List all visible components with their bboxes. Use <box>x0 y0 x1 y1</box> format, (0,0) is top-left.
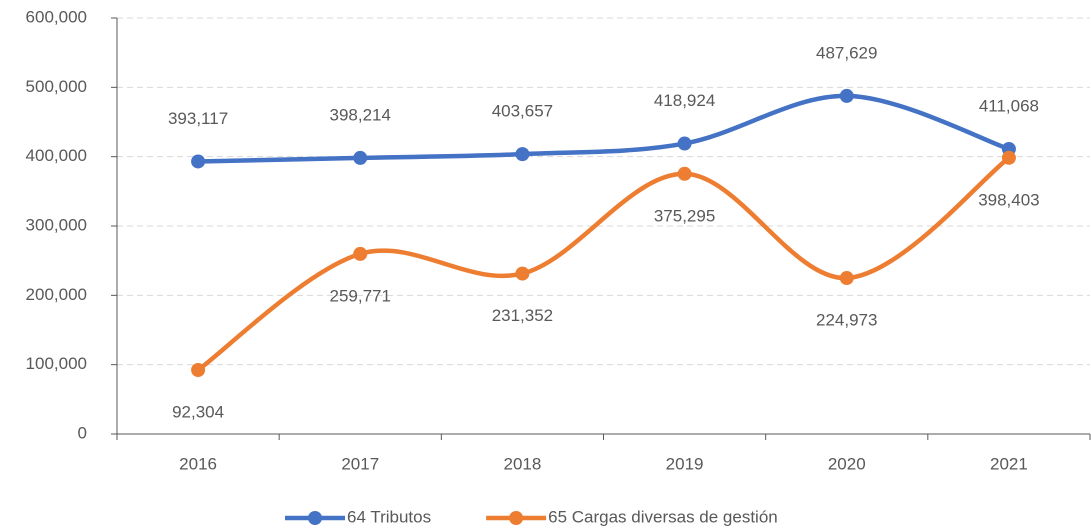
data-point <box>353 246 368 261</box>
y-tick-label: 400,000 <box>26 146 87 165</box>
x-tick-label: 2017 <box>341 454 379 473</box>
data-label: 411,068 <box>979 96 1039 115</box>
data-point <box>191 363 206 378</box>
data-point <box>1001 150 1016 165</box>
x-tick-label: 2019 <box>666 454 704 473</box>
data-label: 398,403 <box>978 190 1039 209</box>
data-point <box>191 154 206 169</box>
data-label: 403,657 <box>492 102 553 121</box>
data-point <box>677 166 692 181</box>
data-point <box>353 150 368 165</box>
legend-label: 64 Tributos <box>347 507 431 526</box>
data-label: 224,973 <box>816 311 877 330</box>
data-label: 231,352 <box>492 306 553 325</box>
x-tick-label: 2020 <box>828 454 866 473</box>
y-tick-label: 600,000 <box>26 7 87 26</box>
x-tick-label: 2016 <box>179 454 217 473</box>
y-tick-label: 0 <box>78 423 87 442</box>
data-point <box>677 136 692 151</box>
y-tick-label: 500,000 <box>26 77 87 96</box>
data-label: 259,771 <box>330 286 391 305</box>
data-point <box>515 147 530 162</box>
legend-marker <box>308 511 322 525</box>
data-label: 375,295 <box>654 206 715 225</box>
data-label: 393,117 <box>168 109 228 128</box>
x-tick-label: 2018 <box>504 454 542 473</box>
data-point <box>839 271 854 286</box>
legend-label: 65 Cargas diversas de gestión <box>548 507 778 526</box>
data-label: 398,214 <box>330 105 391 124</box>
data-point <box>839 88 854 103</box>
data-label: 418,924 <box>654 91 715 110</box>
y-tick-label: 100,000 <box>26 354 87 373</box>
data-label: 92,304 <box>172 402 224 421</box>
data-label: 487,629 <box>816 43 877 62</box>
data-point <box>515 266 530 281</box>
y-tick-label: 200,000 <box>26 285 87 304</box>
legend-marker <box>509 511 524 525</box>
series-line <box>195 155 1012 373</box>
series-line <box>195 93 1012 164</box>
y-tick-label: 300,000 <box>26 215 87 234</box>
x-tick-label: 2021 <box>990 454 1028 473</box>
